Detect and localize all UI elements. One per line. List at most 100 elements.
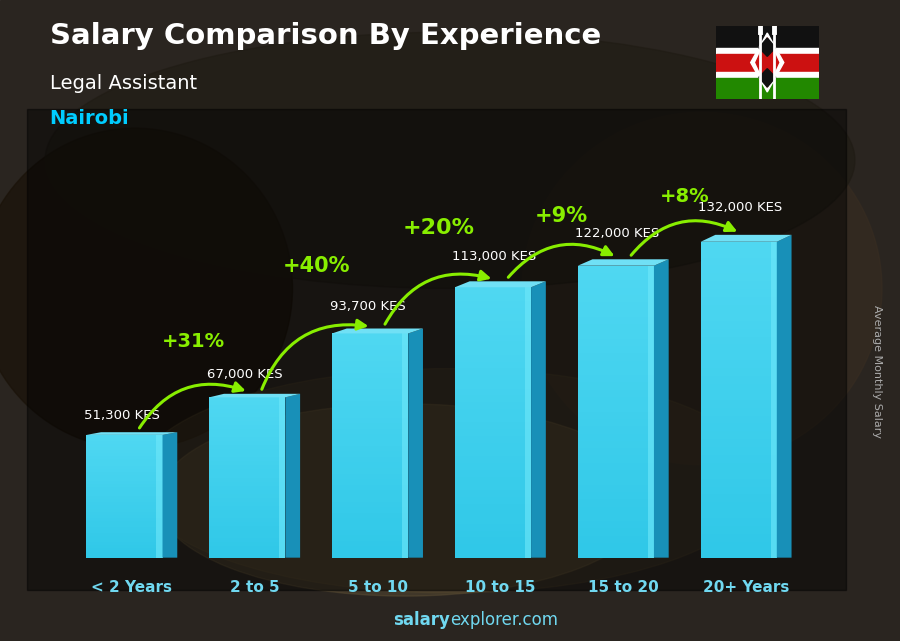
Bar [454, 456, 531, 463]
Bar [86, 549, 163, 551]
Bar [86, 551, 163, 554]
Text: 2 to 5: 2 to 5 [230, 580, 280, 595]
Polygon shape [578, 260, 669, 266]
Bar [209, 429, 285, 433]
Bar [86, 453, 163, 456]
Bar [700, 360, 777, 368]
Bar [578, 448, 654, 456]
Bar [578, 361, 654, 368]
Bar [86, 506, 163, 508]
Bar [86, 508, 163, 512]
Polygon shape [777, 235, 791, 558]
Bar [454, 375, 531, 382]
Bar [578, 528, 654, 536]
Text: 20+ Years: 20+ Years [703, 580, 789, 595]
Bar [86, 554, 163, 558]
Bar [525, 287, 531, 558]
Bar [209, 437, 285, 442]
Bar [86, 463, 163, 465]
Text: +8%: +8% [660, 187, 709, 206]
Bar [86, 481, 163, 484]
Bar [454, 328, 531, 335]
Bar [209, 469, 285, 474]
Bar [332, 440, 409, 445]
Polygon shape [209, 394, 300, 397]
Bar [86, 460, 163, 463]
Bar [209, 458, 285, 462]
Bar [332, 547, 409, 552]
Bar [209, 445, 285, 449]
Bar [700, 384, 777, 392]
Bar [454, 335, 531, 342]
Bar [454, 544, 531, 551]
Bar [332, 401, 409, 406]
Bar [86, 499, 163, 503]
Bar [209, 542, 285, 545]
Polygon shape [751, 33, 784, 92]
Polygon shape [759, 38, 776, 56]
Bar [209, 490, 285, 494]
Bar [578, 419, 654, 426]
Bar [86, 444, 163, 447]
Bar [209, 474, 285, 478]
Bar [700, 376, 777, 384]
Bar [454, 388, 531, 395]
Bar [209, 494, 285, 497]
Bar [157, 435, 163, 558]
Bar [209, 501, 285, 506]
Bar [454, 287, 531, 294]
Bar [86, 450, 163, 453]
Text: 132,000 KES: 132,000 KES [698, 201, 782, 214]
Bar [454, 294, 531, 301]
Bar [454, 409, 531, 416]
Bar [86, 493, 163, 496]
Bar [332, 519, 409, 524]
Bar [86, 545, 163, 549]
Bar [578, 478, 654, 485]
Bar [700, 297, 777, 305]
Bar [209, 462, 285, 465]
Bar [209, 465, 285, 469]
Bar [454, 382, 531, 388]
Bar [578, 412, 654, 419]
Bar [648, 266, 654, 558]
Bar [332, 378, 409, 384]
Bar [86, 533, 163, 536]
Bar [332, 445, 409, 451]
Polygon shape [332, 328, 423, 333]
Bar [454, 369, 531, 375]
Bar [700, 534, 777, 542]
Bar [578, 331, 654, 338]
Ellipse shape [158, 404, 652, 596]
Bar [86, 536, 163, 539]
Bar [700, 479, 777, 487]
Bar [332, 479, 409, 485]
Bar [332, 468, 409, 474]
Bar [454, 449, 531, 456]
Bar [332, 333, 409, 339]
Bar [209, 410, 285, 413]
Bar [578, 404, 654, 412]
Bar [716, 54, 819, 72]
Bar [209, 538, 285, 542]
Text: Nairobi: Nairobi [50, 109, 129, 128]
Bar [86, 530, 163, 533]
Polygon shape [654, 260, 669, 558]
Bar [332, 412, 409, 417]
Bar [209, 485, 285, 490]
Bar [716, 26, 819, 48]
Bar [332, 406, 409, 412]
Bar [700, 470, 777, 479]
Text: explorer.com: explorer.com [450, 612, 558, 629]
Bar [86, 490, 163, 493]
Bar [86, 456, 163, 460]
Bar [454, 402, 531, 409]
Bar [209, 426, 285, 429]
Bar [578, 266, 654, 273]
Bar [209, 517, 285, 522]
Polygon shape [759, 69, 776, 87]
Ellipse shape [45, 32, 855, 288]
Bar [332, 356, 409, 362]
Bar [578, 433, 654, 441]
Bar [578, 368, 654, 375]
